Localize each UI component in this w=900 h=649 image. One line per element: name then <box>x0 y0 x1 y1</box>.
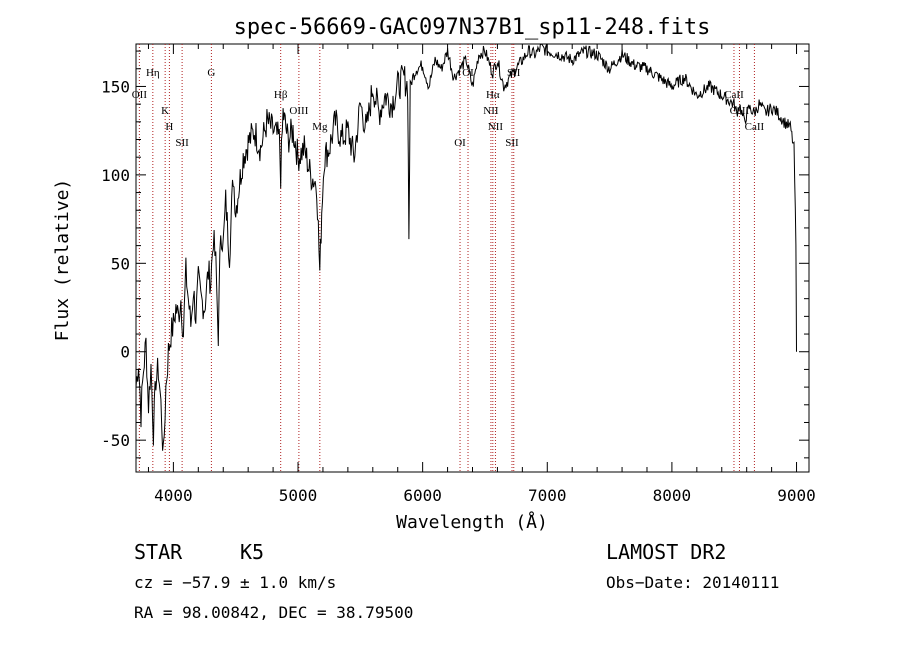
spectrum-line <box>135 43 797 451</box>
x-tick-label: 9000 <box>777 486 816 505</box>
y-axis-label: Flux (relative) <box>52 179 73 342</box>
y-tick-label: -50 <box>101 431 130 450</box>
coordinates: RA = 98.00842, DEC = 38.79500 <box>134 603 414 622</box>
obs-date: Obs−Date: 20140111 <box>606 573 780 592</box>
redshift-readout: cz = −57.9 ± 1.0 km/s <box>134 573 337 592</box>
spectral-line-label: K <box>161 105 169 117</box>
spectral-line-label: NII <box>483 105 499 117</box>
spectral-line-label: SII <box>505 137 519 149</box>
spectral-line-label: Hη <box>146 67 160 79</box>
axis-ticks: 4000 5000 6000 7000 8000 9000 -50 0 50 100 150 <box>101 44 816 505</box>
spectral-line-label: CaII <box>745 121 765 133</box>
spectral-line-label: G <box>207 67 215 79</box>
y-tick-label: 150 <box>101 77 130 96</box>
object-subclass: K5 <box>240 540 265 564</box>
spectral-line-label: OI <box>462 67 474 79</box>
spectral-line-label: NII <box>488 121 504 133</box>
x-tick-label: 4000 <box>154 486 193 505</box>
x-tick-label: 8000 <box>653 486 692 505</box>
spectral-line-label: SII <box>175 137 189 149</box>
survey-name: LAMOST DR2 <box>606 540 727 564</box>
y-tick-label: 100 <box>101 166 130 185</box>
spectral-line-label: OIII <box>289 105 308 117</box>
spectral-line-markers <box>138 44 755 472</box>
spectral-line-label: OI <box>454 137 466 149</box>
plot-frame <box>135 43 810 473</box>
spectral-line-label: H <box>165 121 173 133</box>
spectral-line-labels: HηOIIKHSIIGHβOIIIMgOIOIHαNIINIISIISIICaI… <box>132 67 765 149</box>
x-tick-label: 5000 <box>279 486 318 505</box>
x-tick-label: 7000 <box>528 486 567 505</box>
object-class: STAR <box>134 540 183 564</box>
chart-title: spec-56669-GAC097N37B1_sp11-248.fits <box>234 15 711 40</box>
x-tick-label: 6000 <box>403 486 442 505</box>
spectral-line-label: CaII <box>724 89 744 101</box>
y-tick-label: 50 <box>111 254 130 273</box>
y-tick-label: 0 <box>120 343 130 362</box>
spectral-line-label: OII <box>132 89 148 101</box>
spectral-line-label: Hα <box>486 89 500 101</box>
spectral-line-label: Hβ <box>274 89 288 101</box>
x-axis-label: Wavelength (Å) <box>396 511 548 533</box>
spectral-line-label: Mg <box>312 121 328 133</box>
